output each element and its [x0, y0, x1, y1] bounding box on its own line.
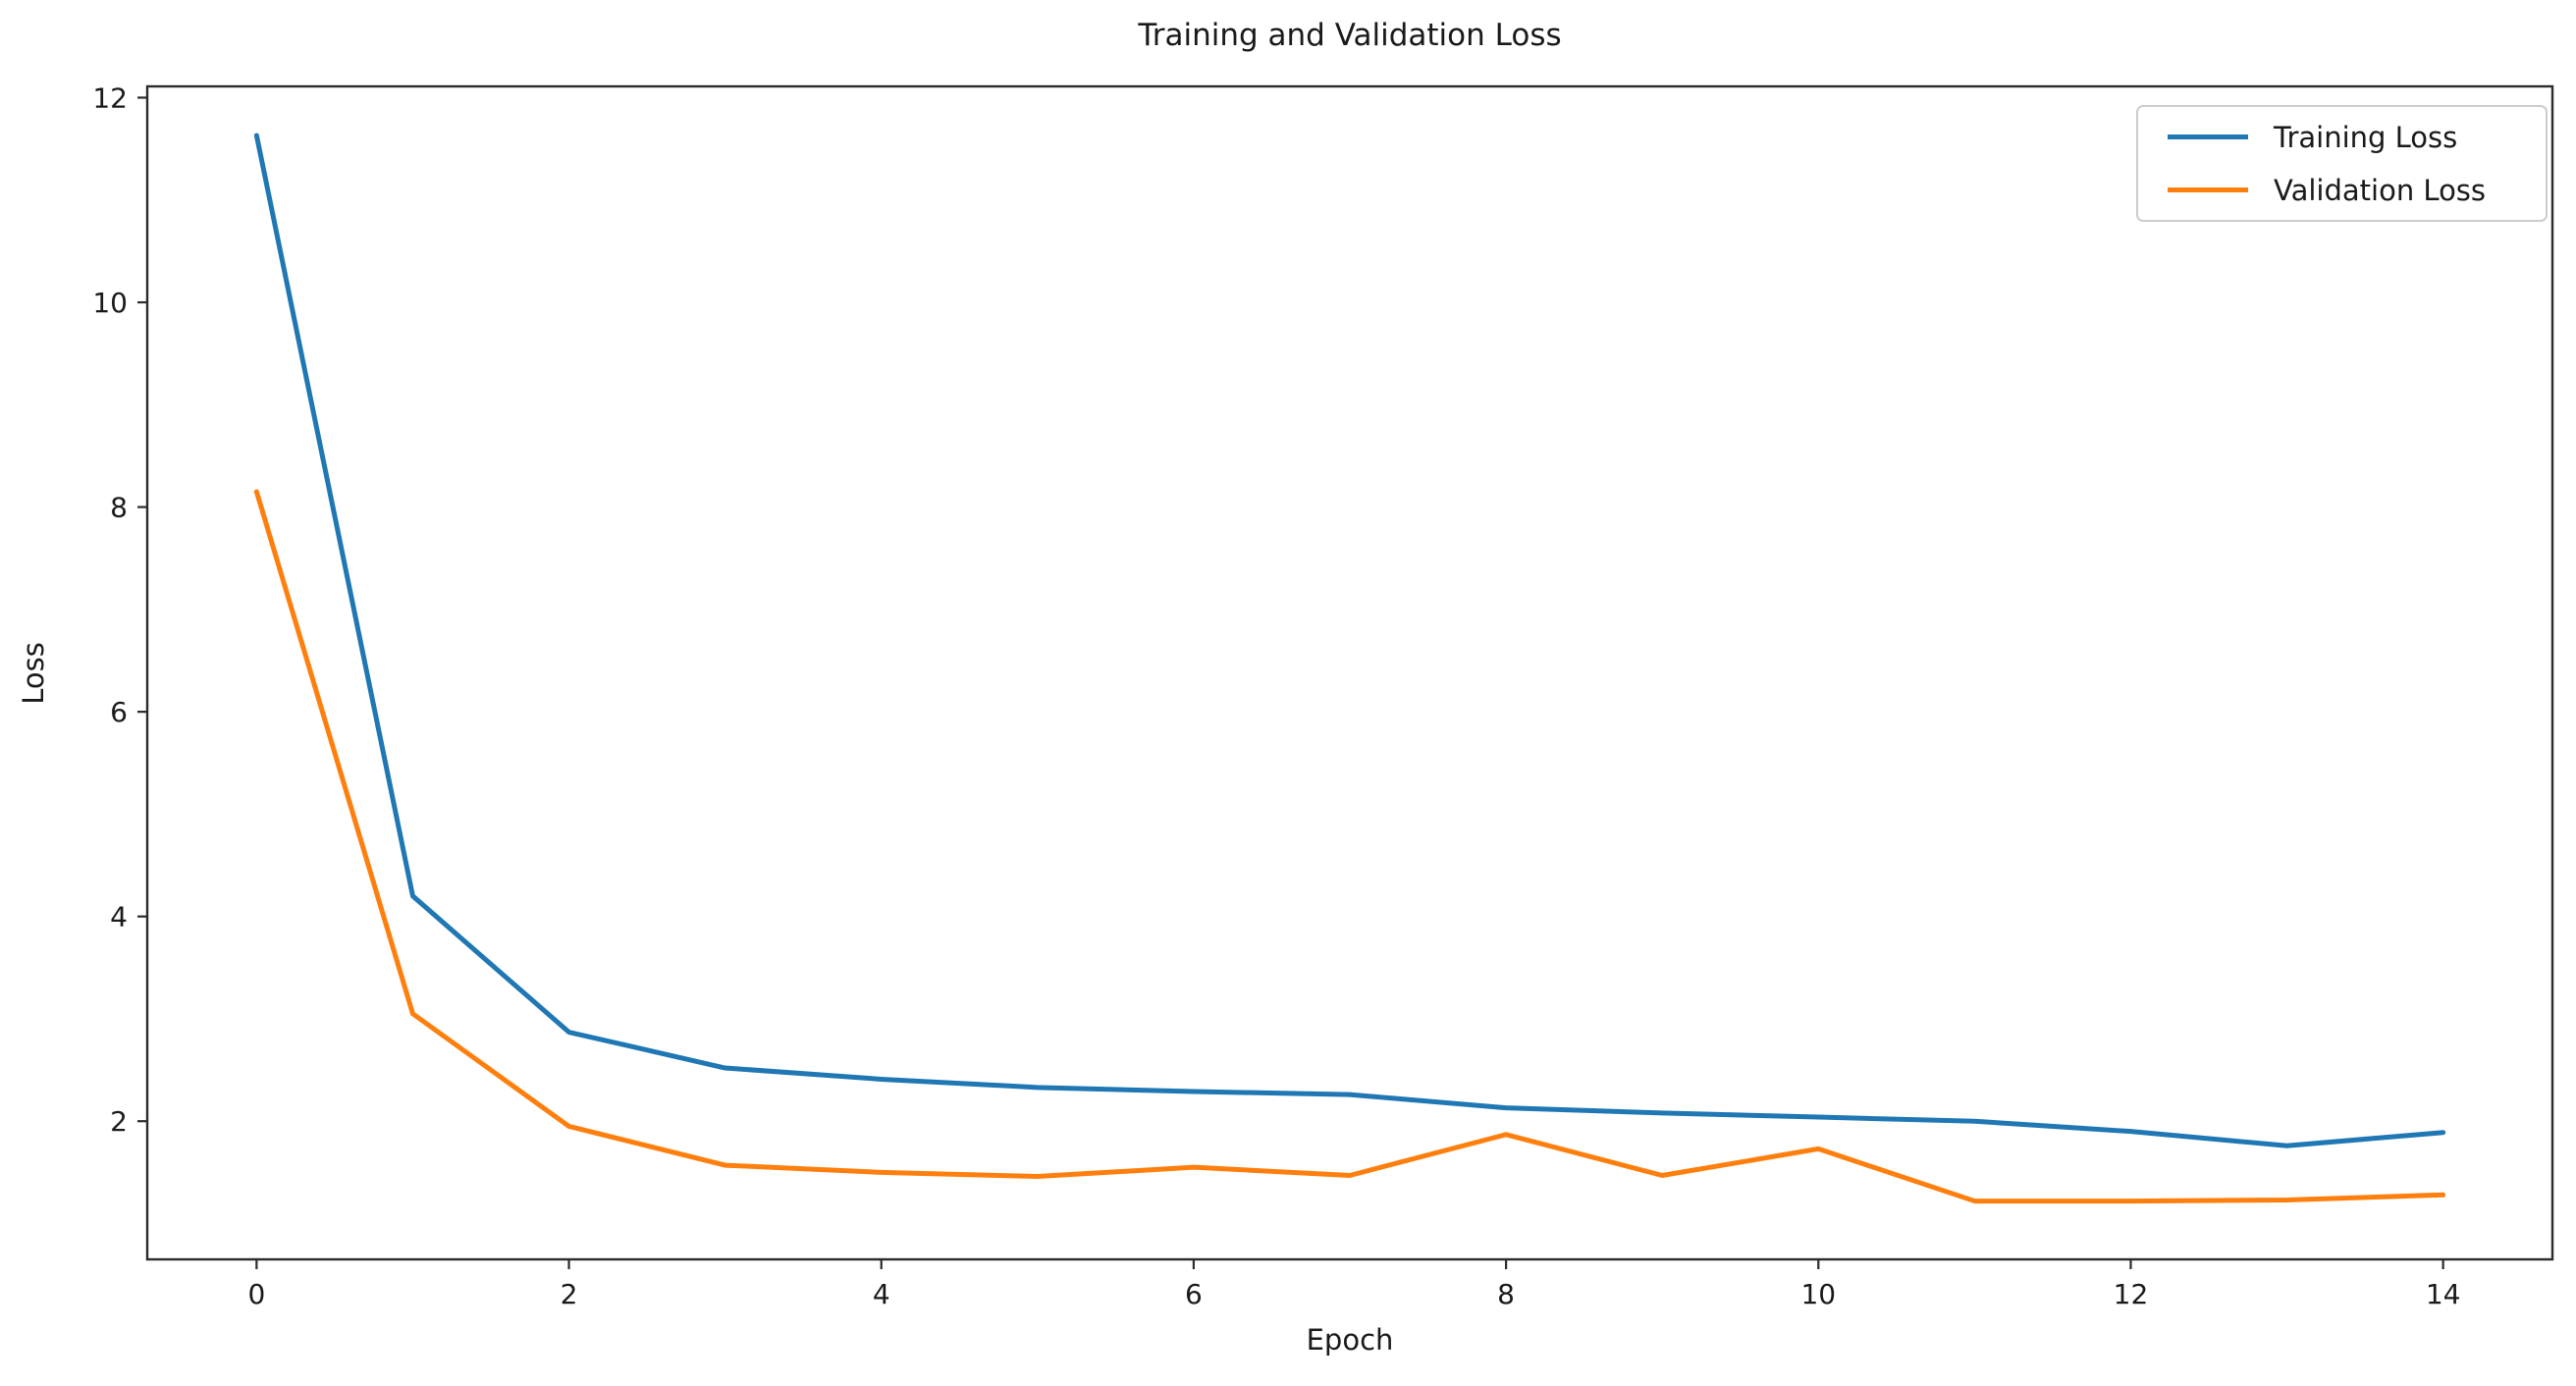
legend-swatch-training-loss [2168, 134, 2248, 139]
x-tick-label: 12 [2114, 1278, 2149, 1310]
legend-swatch-validation-loss [2168, 187, 2248, 192]
x-axis-label: Epoch [1306, 1323, 1394, 1357]
x-tick-label: 8 [1497, 1278, 1515, 1310]
x-tick-label: 14 [2426, 1278, 2461, 1310]
validation-loss-line [253, 489, 2446, 1204]
y-tick-label: 2 [110, 1105, 128, 1138]
legend-row-training: Training Loss [2138, 119, 2546, 156]
y-tick-label: 8 [110, 492, 128, 524]
x-tick-label: 0 [247, 1278, 265, 1310]
axes-border [145, 84, 2554, 1261]
chart-title: Training and Validation Loss [1138, 18, 1562, 53]
legend: Training Loss Validation Loss [2136, 105, 2548, 222]
y-tick-label: 12 [92, 81, 128, 114]
x-tick-label: 2 [561, 1278, 578, 1310]
legend-label-training-loss: Training Loss [2274, 120, 2458, 154]
x-tick-label: 10 [1800, 1278, 1836, 1310]
y-tick-label: 6 [110, 696, 128, 728]
legend-row-validation: Validation Loss [2138, 172, 2546, 209]
y-tick-label: 4 [110, 901, 128, 933]
x-tick-label: 6 [1185, 1278, 1203, 1310]
x-tick-label: 4 [873, 1278, 890, 1310]
y-axis-label: Loss [17, 642, 50, 705]
training-loss-line [253, 133, 2446, 1148]
legend-label-validation-loss: Validation Loss [2274, 173, 2487, 207]
y-tick-label: 10 [92, 287, 128, 319]
